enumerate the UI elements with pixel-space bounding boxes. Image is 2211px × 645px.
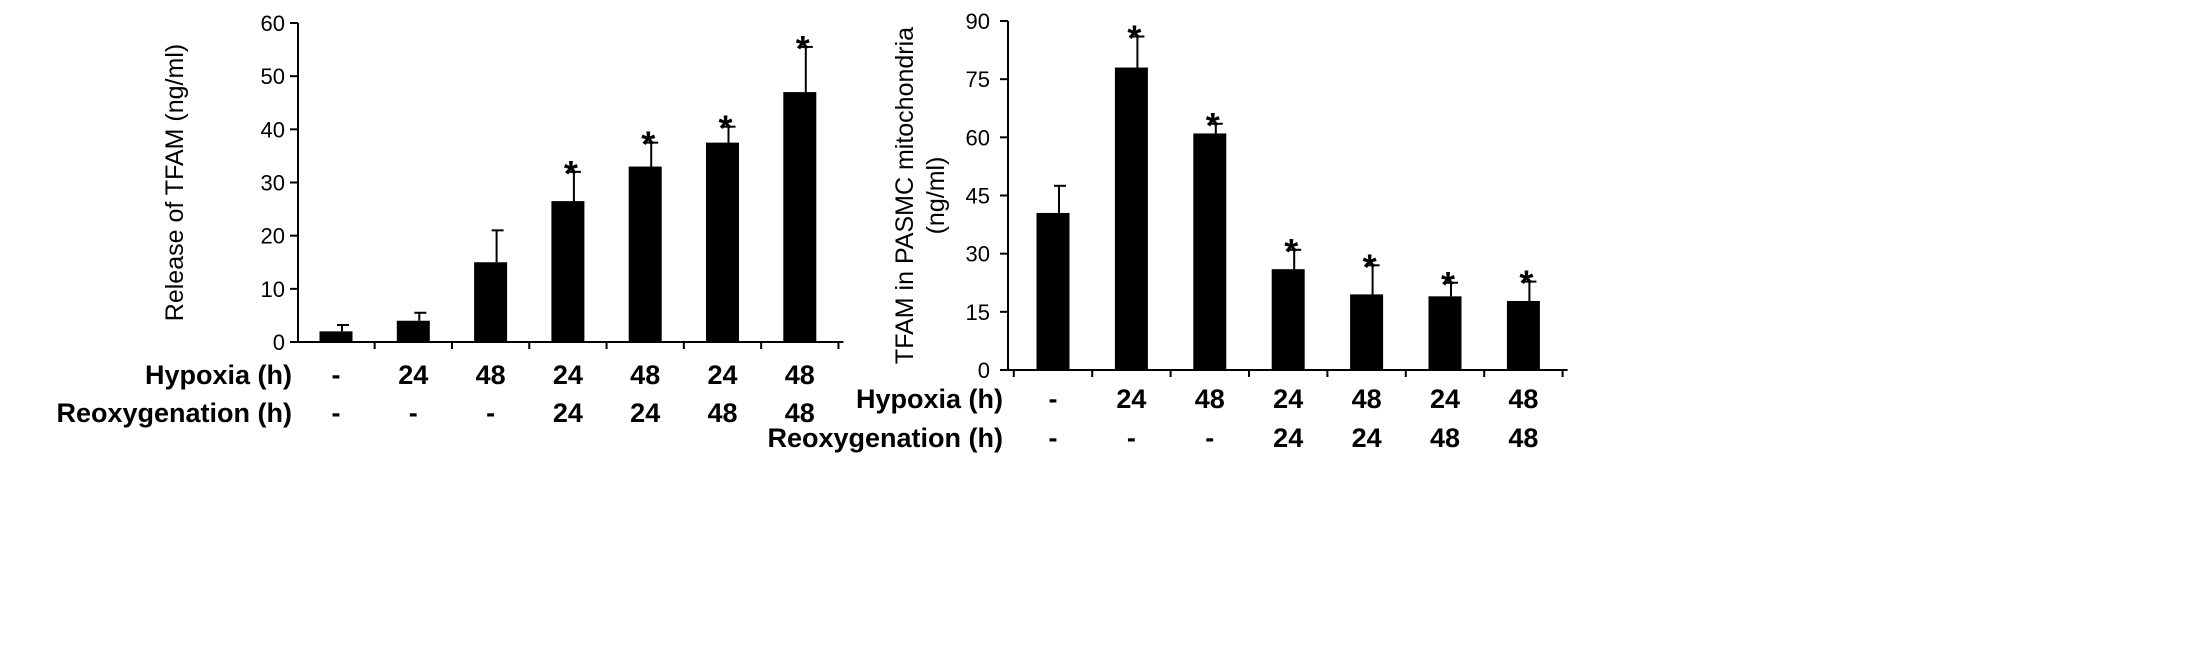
y-tick-label: 10 <box>261 277 285 302</box>
y-tick-label: 30 <box>966 242 990 267</box>
y-tick-label: 15 <box>966 300 990 325</box>
significance-marker: * <box>718 108 732 149</box>
reoxygenation-value: 24 <box>1352 423 1382 453</box>
reoxygenation-value: 48 <box>1508 423 1538 453</box>
hypoxia-value: - <box>332 360 341 390</box>
chart-release-of-tfam: 0 10 20 30 40 50 60 Release of TFAM (ng/ml) - - 24… <box>56 11 844 428</box>
hypoxia-value: 24 <box>398 360 428 390</box>
hypoxia-value: 24 <box>1430 384 1460 414</box>
significance-marker: * <box>1519 263 1533 304</box>
bar <box>1506 300 1540 370</box>
chart-tfam-in-pasmc-mitochondria: 0 15 30 45 60 75 90 TFAM in PASMC mitochondria(… <box>767 9 1568 453</box>
hypoxia-value: 48 <box>1195 384 1225 414</box>
reoxygenation-value: 48 <box>1430 423 1460 453</box>
bar <box>1193 133 1227 370</box>
reoxygenation-value: - <box>409 398 418 428</box>
significance-marker: * <box>1206 105 1220 146</box>
bar <box>474 262 508 342</box>
significance-marker: * <box>1284 231 1298 272</box>
significance-marker: * <box>1441 264 1455 305</box>
y-tick-label: 30 <box>261 171 285 196</box>
reoxygenation-value: - <box>332 398 341 428</box>
bar <box>396 320 430 342</box>
y-axis-label: TFAM in PASMC mitochondria (ng/ml) <box>891 27 950 364</box>
reoxygenation-value: 48 <box>785 398 815 428</box>
reoxygenation-row-label: Reoxygenation (h) <box>56 398 292 428</box>
reoxygenation-row-label: Reoxygenation (h) <box>767 423 1003 453</box>
significance-marker: * <box>1363 246 1377 287</box>
bar <box>319 331 353 342</box>
y-axis-label-line: Release of TFAM (ng/ml) <box>161 44 189 321</box>
y-axis-label-line: TFAM in PASMC mitochondria <box>891 27 919 364</box>
reoxygenation-value: 24 <box>553 398 583 428</box>
bar <box>551 201 585 342</box>
hypoxia-value: 24 <box>1273 384 1303 414</box>
hypoxia-value: 48 <box>785 360 815 390</box>
significance-marker: * <box>641 124 655 165</box>
hypoxia-value: 48 <box>476 360 506 390</box>
y-tick-label: 40 <box>261 117 285 142</box>
y-tick-label: 20 <box>261 224 285 249</box>
bar <box>1271 269 1305 370</box>
bar <box>1428 296 1462 370</box>
bar <box>1114 67 1148 371</box>
reoxygenation-value: - <box>486 398 495 428</box>
hypoxia-value: - <box>1049 384 1058 414</box>
hypoxia-row-label: Hypoxia (h) <box>856 384 1003 414</box>
y-tick-label: 45 <box>966 184 990 209</box>
hypoxia-value: 48 <box>630 360 660 390</box>
reoxygenation-value: - <box>1205 423 1214 453</box>
y-axis-label: Release of TFAM (ng/ml) <box>161 44 189 321</box>
significance-marker: * <box>564 153 578 194</box>
y-tick-label: 0 <box>273 330 285 355</box>
significance-marker: * <box>796 28 810 69</box>
bar <box>628 166 662 342</box>
hypoxia-value: 24 <box>1116 384 1146 414</box>
significance-marker: * <box>1127 18 1141 59</box>
y-tick-label: 0 <box>978 358 990 383</box>
reoxygenation-value: - <box>1049 423 1058 453</box>
bar <box>1036 212 1070 370</box>
reoxygenation-value: 48 <box>707 398 737 428</box>
y-tick-label: 60 <box>261 11 285 36</box>
hypoxia-value: 48 <box>1508 384 1538 414</box>
bar <box>706 142 739 342</box>
y-tick-label: 50 <box>261 64 285 89</box>
reoxygenation-value: 24 <box>630 398 660 428</box>
bar <box>783 92 817 342</box>
hypoxia-value: 24 <box>707 360 737 390</box>
y-axis-label-line: (ng/ml) <box>922 157 950 235</box>
y-tick-label: 60 <box>966 125 990 150</box>
y-tick-label: 90 <box>966 9 990 34</box>
reoxygenation-value: - <box>1127 423 1136 453</box>
y-tick-label: 75 <box>966 67 990 92</box>
bar <box>1350 294 1384 370</box>
hypoxia-row-label: Hypoxia (h) <box>145 360 292 390</box>
hypoxia-value: 24 <box>553 360 583 390</box>
reoxygenation-value: 24 <box>1273 423 1303 453</box>
hypoxia-value: 48 <box>1352 384 1382 414</box>
